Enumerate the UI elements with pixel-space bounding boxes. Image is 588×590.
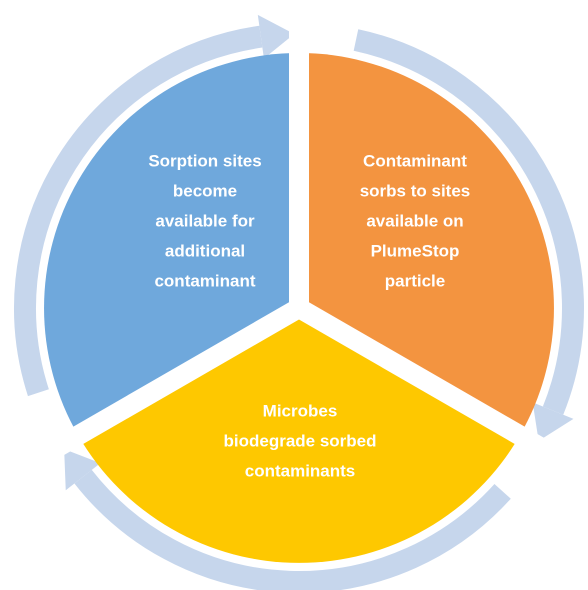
ring-arc [14,25,263,397]
ring-arrowhead [64,449,101,491]
segment-yellow [78,308,520,563]
segment-label: contaminant [154,271,255,290]
segment-label: available for [155,211,255,230]
segment-label: Contaminant [363,151,467,170]
ring-arrowhead [257,14,295,59]
segment-label: additional [165,241,245,260]
segment-label: sorbs to sites [360,181,471,200]
ring-arc [74,469,511,590]
segment-label: PlumeStop [371,241,460,260]
segment-label: Microbes [263,401,338,420]
cycle-arrows [14,14,584,590]
dividers [53,30,545,456]
segment-label: Sorption sites [148,151,261,170]
ring-arc [353,29,584,415]
divider [53,299,304,456]
labels: Sorption sites become available for additio… [148,151,470,480]
segment-label: contaminants [245,461,356,480]
segment-label: become [173,181,237,200]
divider [294,299,545,456]
segment-label: biodegrade sorbed [223,431,376,450]
segment-label: particle [385,271,445,290]
ring-arrowhead [532,402,574,441]
segment-label: available on [366,211,463,230]
